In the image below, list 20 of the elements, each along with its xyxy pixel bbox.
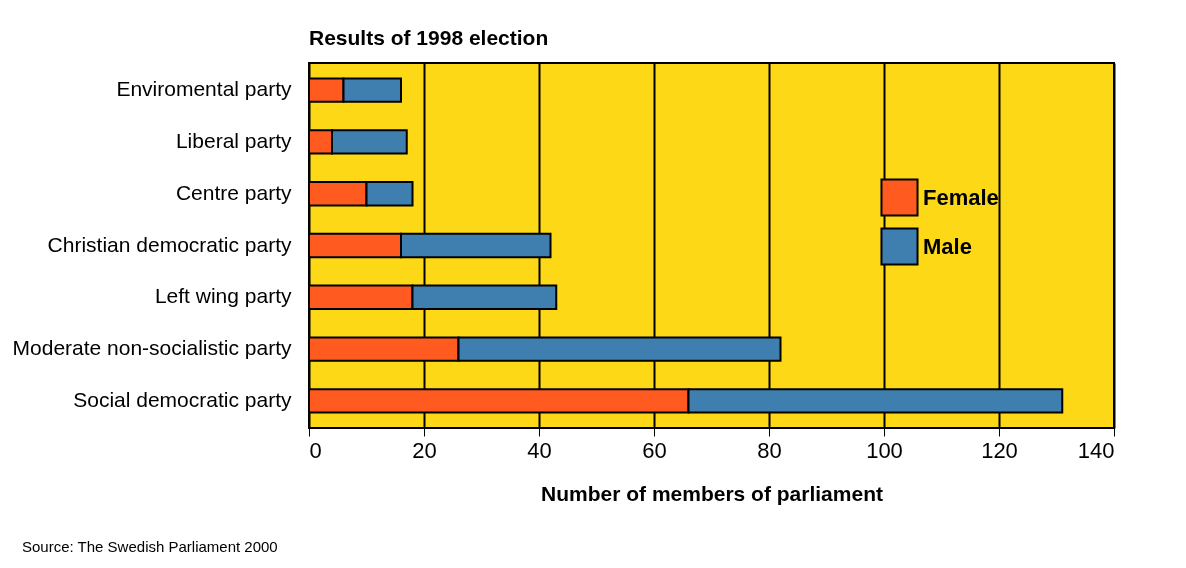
y-tick-label: Moderate non-socialistic party <box>12 336 292 360</box>
source-note: Source: The Swedish Parliament 2000 <box>22 538 278 555</box>
x-tick-label: 0 <box>309 437 322 463</box>
x-tick-label: 20 <box>412 437 437 463</box>
x-tick-label: 60 <box>642 437 667 463</box>
x-tick-label: 80 <box>757 437 782 463</box>
x-axis-title: Number of members of parliament <box>541 481 883 505</box>
y-tick-label: Enviromental party <box>116 77 292 101</box>
x-tick-label: 40 <box>527 437 552 463</box>
x-tick-label: 100 <box>866 437 903 463</box>
y-tick-label: Left wing party <box>154 284 292 308</box>
legend-label: Female <box>923 184 999 210</box>
legend-label: Male <box>923 233 972 259</box>
y-tick-label: Christian democratic party <box>47 232 292 256</box>
x-tick-label: 120 <box>981 437 1018 463</box>
x-tick-label: 140 <box>1077 437 1115 463</box>
y-tick-label: Social democratic party <box>73 387 292 411</box>
y-tick-label: Centre party <box>175 180 292 204</box>
chart-title: Results of 1998 election <box>309 26 549 49</box>
y-tick-label: Liberal party <box>175 128 292 152</box>
